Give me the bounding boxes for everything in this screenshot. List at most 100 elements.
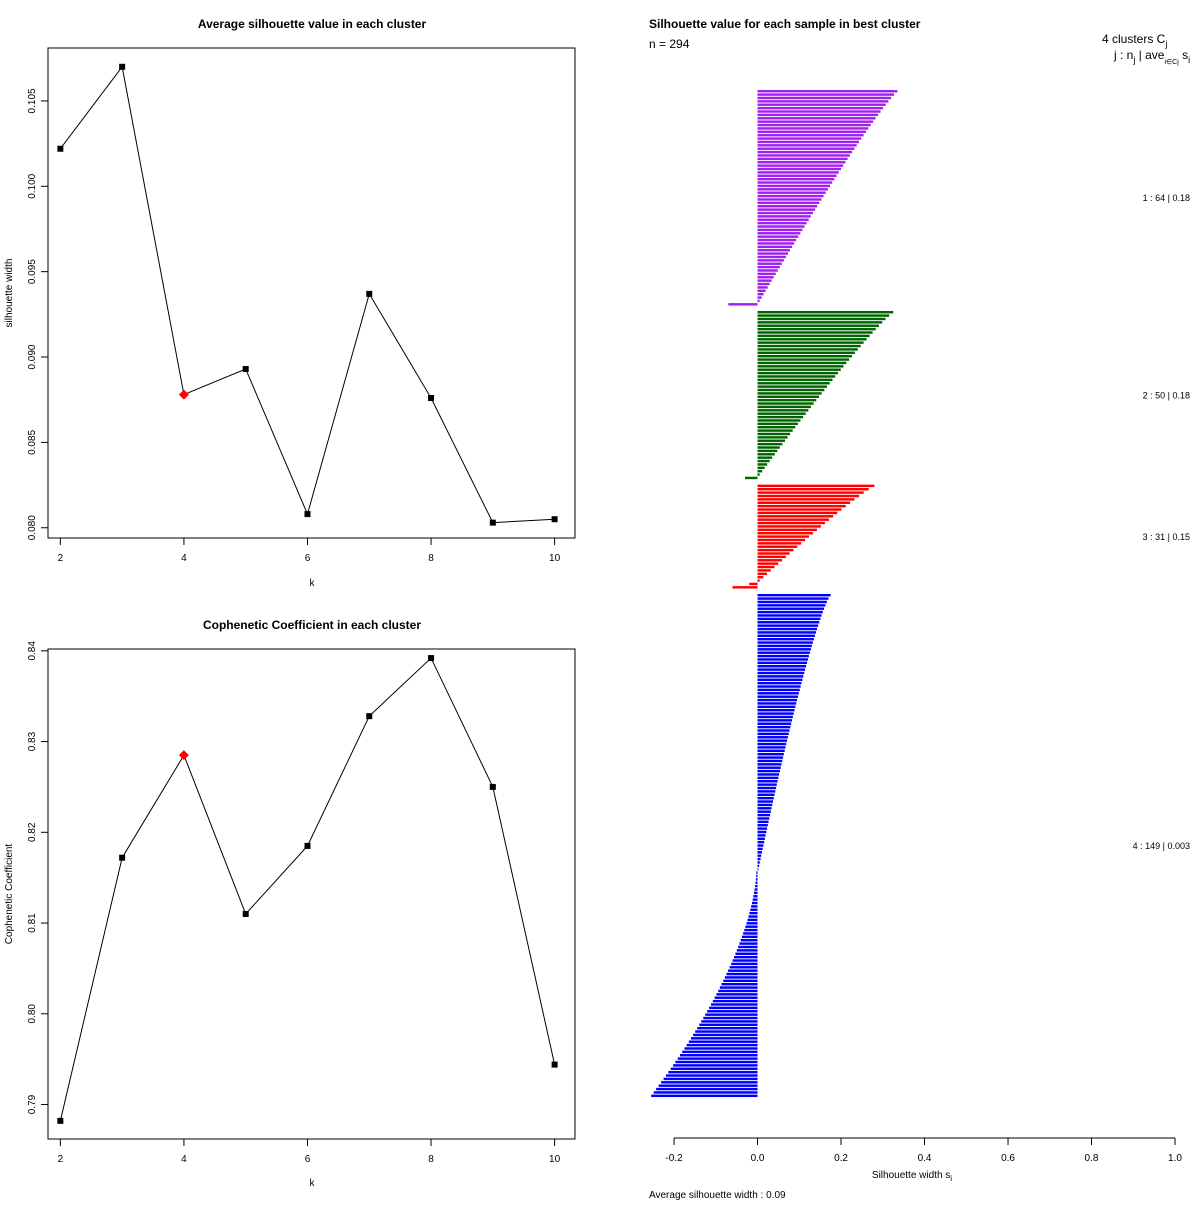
silhouette-bar xyxy=(753,895,758,898)
silhouette-bar xyxy=(757,521,825,525)
silhouette-bar xyxy=(757,371,838,375)
silhouette-bar xyxy=(732,586,758,589)
avg-silhouette-marks: 2 4 6 8 10 0.080 0.085 0.090 0.095 0.100 0.105 xyxy=(27,63,561,564)
silhouette-bar xyxy=(739,942,758,945)
silhouette-bar xyxy=(757,409,809,412)
silhouette-bar xyxy=(757,299,760,303)
silhouette-bar xyxy=(757,127,869,130)
silhouette-bar xyxy=(712,999,758,1003)
silhouette-bar xyxy=(757,361,847,365)
silhouette-bar xyxy=(653,1091,758,1094)
silhouette-bar xyxy=(757,641,813,644)
silhouette-bar xyxy=(679,1054,758,1057)
silhouette-bar xyxy=(757,780,778,783)
silhouette-bar xyxy=(757,225,805,228)
silhouette-bar xyxy=(757,807,772,810)
silhouette-bar xyxy=(757,844,764,847)
y-tick-label: 0.085 xyxy=(27,429,38,454)
silhouette-bar xyxy=(757,327,876,331)
silhouette-bar xyxy=(745,925,758,928)
silhouette-bar xyxy=(757,665,807,668)
silhouette-bar xyxy=(721,982,758,986)
silhouette-bar xyxy=(757,569,771,572)
silhouette-bar xyxy=(757,365,844,368)
silhouette-bar xyxy=(757,648,811,651)
silhouette-bar xyxy=(757,432,791,436)
silhouette-bar xyxy=(757,498,855,501)
silhouette-bar xyxy=(757,796,774,800)
data-point xyxy=(489,519,496,526)
silhouette-bar xyxy=(723,979,758,983)
silhouette-bar xyxy=(757,276,774,279)
cophenetic-title: Cophenetic Coefficient in each cluster xyxy=(203,618,421,632)
silhouette-bar xyxy=(757,810,771,813)
silhouette-bar xyxy=(757,344,861,348)
cluster-label: 1 : 64 | 0.18 xyxy=(1143,193,1190,203)
silhouette-bar xyxy=(736,949,758,952)
avg-silhouette-xlabel: k xyxy=(310,578,316,589)
silhouette-bar xyxy=(695,1030,758,1033)
silhouette-bar xyxy=(757,354,852,358)
silhouette-bar xyxy=(757,177,835,181)
silhouette-bar xyxy=(724,976,758,979)
x-tick-label: 4 xyxy=(181,553,187,564)
silhouette-bar xyxy=(675,1060,758,1064)
x-tick-label: 10 xyxy=(549,553,561,564)
y-tick-label: 0.095 xyxy=(27,259,38,284)
silhouette-bar xyxy=(757,164,844,167)
silhouette-xlabel-sub: i xyxy=(950,1174,952,1183)
silhouette-bar xyxy=(738,945,758,949)
silhouette-bar xyxy=(757,840,765,844)
silhouette-bar xyxy=(757,559,783,562)
y-tick-label: 0.81 xyxy=(27,913,38,933)
silhouette-bar xyxy=(757,535,809,538)
silhouette-bar xyxy=(757,867,759,871)
silhouette-bar xyxy=(757,752,784,756)
silhouette-bar xyxy=(746,922,758,925)
x-tick-label: 0.4 xyxy=(918,1153,932,1164)
silhouette-bar xyxy=(757,722,792,725)
silhouette-bar xyxy=(757,269,778,272)
silhouette-bar xyxy=(757,150,853,154)
silhouette-bar xyxy=(757,466,765,470)
silhouette-bar xyxy=(757,289,766,293)
silhouette-bar xyxy=(757,181,833,184)
silhouette-bar xyxy=(757,695,798,698)
columns-header-sub3: i xyxy=(1188,55,1190,65)
silhouette-bar xyxy=(757,698,798,702)
silhouette-bar xyxy=(757,436,788,439)
silhouette-bar xyxy=(757,793,775,796)
silhouette-bar xyxy=(757,668,806,671)
silhouette-bar xyxy=(757,644,812,648)
silhouette-bar xyxy=(757,453,775,456)
silhouette-bar xyxy=(757,90,898,93)
silhouette-bar xyxy=(757,504,846,508)
data-point xyxy=(366,290,373,297)
silhouette-bar xyxy=(755,881,758,884)
x-tick-label: 0.8 xyxy=(1085,1153,1099,1164)
silhouette-bar xyxy=(757,221,807,225)
series-line xyxy=(59,65,555,524)
silhouette-bar xyxy=(731,962,758,966)
silhouette-bar xyxy=(757,341,864,344)
silhouette-bar xyxy=(757,725,791,729)
silhouette-bar xyxy=(754,888,758,891)
silhouette-bar xyxy=(757,739,788,742)
x-tick-label: 10 xyxy=(549,1154,561,1165)
silhouette-bar xyxy=(757,459,770,463)
silhouette-bar xyxy=(745,476,758,480)
silhouette-bar xyxy=(757,286,768,289)
silhouette-bar xyxy=(757,140,859,144)
x-tick-label: 2 xyxy=(58,1154,64,1165)
silhouette-bar xyxy=(757,688,800,692)
silhouette-bar xyxy=(757,211,813,215)
silhouette-bar xyxy=(757,494,860,498)
silhouette-bar xyxy=(757,395,819,398)
silhouette-bar xyxy=(757,265,780,269)
silhouette-bar xyxy=(757,167,841,171)
silhouette-bar xyxy=(732,959,758,962)
silhouette-bar xyxy=(757,515,834,518)
silhouette-bar xyxy=(757,375,836,378)
silhouette-bar xyxy=(735,952,758,955)
